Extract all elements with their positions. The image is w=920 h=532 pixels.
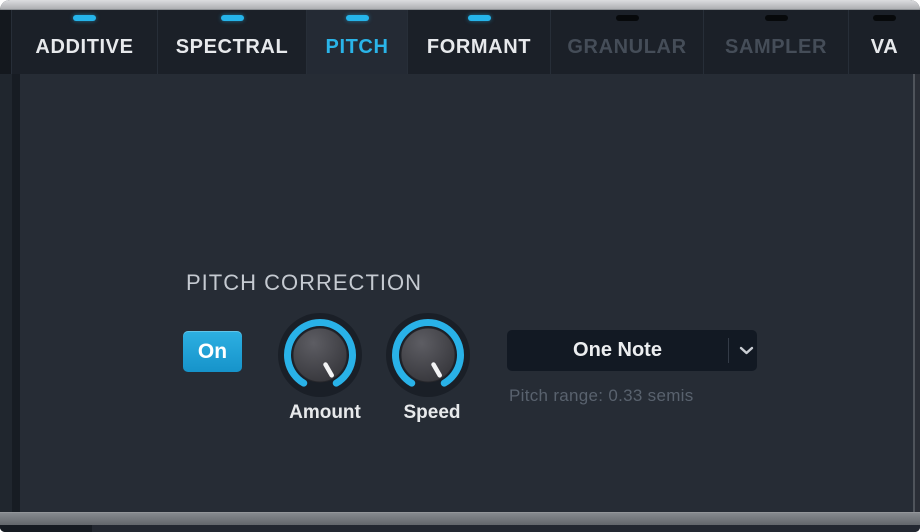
tab-formant[interactable]: FORMANT xyxy=(407,10,550,74)
knob-graphic xyxy=(278,313,362,397)
tab-led-indicator xyxy=(615,15,639,21)
window-titlebar[interactable] xyxy=(0,0,920,10)
tab-label: SPECTRAL xyxy=(175,36,289,58)
pitch-correction-title: PITCH CORRECTION xyxy=(186,270,422,295)
tab-led-indicator xyxy=(764,15,788,21)
tab-pitch[interactable]: PITCH xyxy=(306,10,407,74)
tab-led-indicator xyxy=(873,15,896,21)
tabbar-left-spacer xyxy=(0,10,11,74)
speed-knob[interactable] xyxy=(383,310,473,400)
tab-led-indicator xyxy=(73,15,96,21)
pitch-range-hint: Pitch range: 0.33 semis xyxy=(509,386,694,405)
tab-label: GRANULAR xyxy=(567,36,687,58)
tab-led-indicator xyxy=(345,15,369,21)
source-tab-bar: ADDITIVE SPECTRAL PITCH FORMANT GRANULAR… xyxy=(0,10,920,74)
chevron-down-icon xyxy=(735,330,757,371)
bottom-resize-bar[interactable] xyxy=(0,512,920,525)
dropdown-divider xyxy=(728,338,729,363)
tab-va[interactable]: VA xyxy=(848,10,920,74)
bottom-strip xyxy=(0,525,920,532)
tab-label: SAMPLER xyxy=(725,36,827,58)
bottom-strip-left-segment xyxy=(0,525,92,532)
tab-label: FORMANT xyxy=(426,36,532,58)
knob-graphic xyxy=(386,313,470,397)
tab-led-indicator xyxy=(220,15,244,21)
pitch-tab-panel: PITCH CORRECTION On xyxy=(0,74,920,512)
correction-mode-dropdown[interactable]: One Note xyxy=(507,330,757,371)
amount-knob-label: Amount xyxy=(289,402,361,423)
panel-left-groove xyxy=(12,74,20,512)
panel-right-edge xyxy=(915,74,920,512)
tab-sampler[interactable]: SAMPLER xyxy=(703,10,848,74)
tab-additive[interactable]: ADDITIVE xyxy=(11,10,157,74)
tab-spectral[interactable]: SPECTRAL xyxy=(157,10,306,74)
tab-label: PITCH xyxy=(325,36,389,58)
speed-knob-label: Speed xyxy=(403,402,461,423)
tab-granular[interactable]: GRANULAR xyxy=(550,10,703,74)
tab-label: VA xyxy=(870,36,899,58)
tab-led-indicator xyxy=(467,15,491,21)
tab-label: ADDITIVE xyxy=(35,36,134,58)
pitch-correction-on-button[interactable]: On xyxy=(183,331,242,372)
panel-right-edge-highlight xyxy=(913,74,915,512)
amount-knob[interactable] xyxy=(275,310,365,400)
panel-left-edge xyxy=(0,74,12,512)
correction-mode-value: One Note xyxy=(573,339,662,361)
